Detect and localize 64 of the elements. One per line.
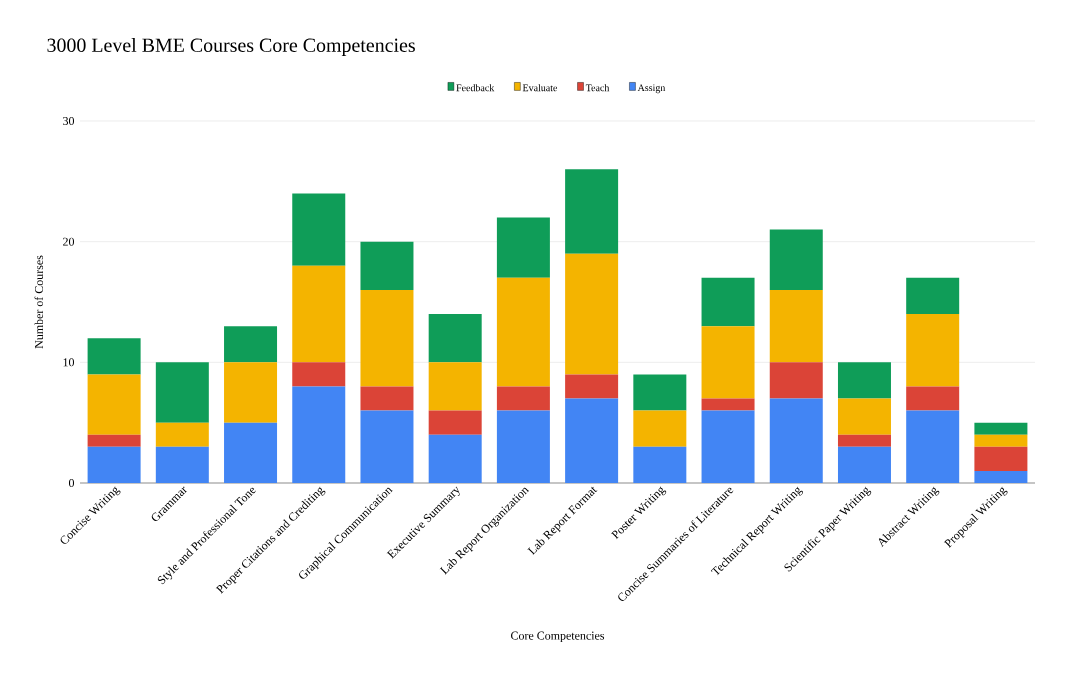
bar: [633, 446, 687, 483]
bar: [87, 446, 141, 483]
bar: [496, 217, 550, 278]
x-axis-title: Core Competencies: [511, 631, 605, 643]
bar: [837, 362, 891, 399]
bar: [87, 434, 141, 447]
bar: [224, 422, 278, 483]
bar: [360, 241, 414, 290]
bar: [360, 386, 414, 411]
bar: [360, 289, 414, 387]
legend-label: Evaluate: [522, 84, 558, 92]
y-tick-label: 10: [63, 358, 75, 367]
bar: [428, 362, 482, 411]
bar: [496, 277, 550, 387]
bar: [428, 314, 482, 363]
legend-label: Feedback: [456, 84, 495, 92]
y-tick-label: 0: [68, 478, 75, 488]
bar: [769, 362, 823, 399]
bar: [701, 398, 755, 411]
bar: [155, 446, 209, 483]
bar: [633, 374, 687, 411]
bar: [701, 277, 755, 327]
y-tick-label: 30: [63, 116, 75, 126]
bar: [906, 410, 960, 483]
bar: [837, 446, 891, 483]
bar: [496, 410, 550, 483]
bar: [769, 289, 823, 363]
bar: [837, 398, 891, 435]
bar: [974, 434, 1028, 447]
bar: [292, 265, 346, 363]
chart-title: 3000 Level BME Courses Core Competencies: [47, 37, 415, 57]
bar: [87, 374, 141, 435]
bar: [701, 326, 755, 399]
bar: [974, 470, 1028, 483]
bar: [428, 410, 482, 435]
bar: [292, 386, 346, 483]
bar: [155, 362, 209, 423]
bar: [292, 362, 346, 387]
legend-label: Assign: [637, 84, 666, 94]
bar: [906, 314, 960, 387]
bar: [837, 434, 891, 447]
bar: [769, 398, 823, 483]
bar: [496, 386, 550, 411]
legend-label: Teach: [585, 84, 610, 92]
bar: [360, 410, 414, 483]
bar: [565, 374, 619, 399]
bar: [565, 169, 619, 254]
bar: [565, 398, 619, 483]
bar: [974, 422, 1028, 435]
bar: [701, 410, 755, 483]
y-tick-label: 20: [63, 237, 75, 246]
bar: [906, 386, 960, 411]
bar: [87, 338, 141, 375]
bar: [224, 326, 278, 363]
bar: [292, 193, 346, 266]
bar: [565, 253, 619, 375]
bar: [224, 362, 278, 423]
bar: [428, 434, 482, 483]
bar: [974, 446, 1028, 471]
bar: [906, 277, 960, 315]
y-axis-title: Number of Courses: [34, 255, 44, 349]
bar: [769, 229, 823, 290]
bar: [155, 422, 209, 447]
bar: [633, 410, 687, 447]
